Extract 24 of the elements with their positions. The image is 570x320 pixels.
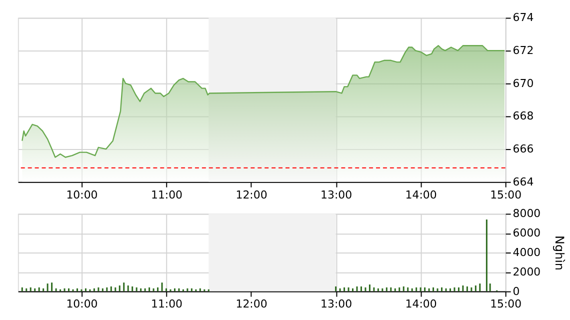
x-tick-label: 14:00 — [405, 188, 437, 202]
x-tick-label: 12:00 — [236, 298, 268, 311]
y-tick-label: 674 — [512, 11, 534, 24]
x-tick-label: 13:00 — [320, 298, 352, 311]
y-tick-label: 8000 — [512, 207, 541, 220]
y-tick-label: 672 — [512, 44, 534, 58]
x-tick-label: 11:00 — [150, 298, 183, 311]
x-tick-label: 10:00 — [66, 298, 98, 311]
x-tick-label: 10:00 — [66, 188, 98, 202]
x-tick-label: 15:00 — [490, 188, 522, 202]
y-axis-title: Nghìn — [552, 236, 567, 270]
x-tick-label: 15:00 — [490, 298, 522, 311]
y-tick-label: 4000 — [512, 246, 541, 259]
y-tick-label: 666 — [512, 142, 534, 156]
y-tick-label: 668 — [512, 110, 534, 123]
y-tick-label: 670 — [512, 76, 534, 90]
x-tick-label: 14:00 — [405, 298, 437, 311]
x-tick-label: 12:00 — [236, 188, 268, 202]
y-tick-label: 6000 — [512, 226, 541, 240]
y-tick-label: 2000 — [512, 265, 541, 278]
y-tick-label: 664 — [512, 175, 534, 188]
x-tick-label: 13:00 — [320, 188, 352, 202]
x-tick-label: 11:00 — [150, 188, 183, 202]
y-tick-label: 0 — [512, 284, 520, 298]
